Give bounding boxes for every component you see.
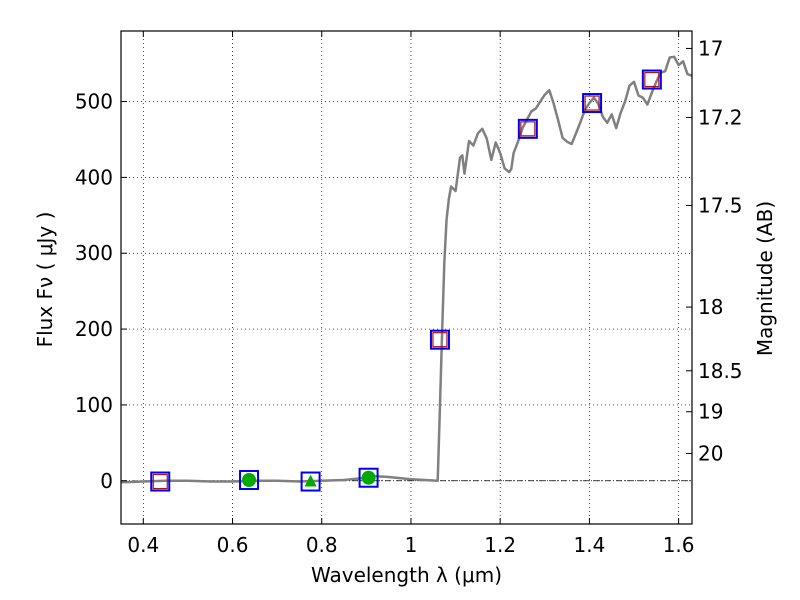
- x-tick-label: 0.8: [306, 533, 338, 557]
- model-photometry-point: [152, 473, 168, 490]
- model-photometry-point: [584, 95, 600, 111]
- observed-band-marker: [429, 329, 450, 350]
- x-axis-label: Wavelength λ (μm): [311, 563, 502, 587]
- x-tick-label: 1: [405, 533, 418, 557]
- y2-tick-label: 19: [698, 400, 723, 424]
- x-tick-label: 0.6: [217, 533, 249, 557]
- x-tick-label: 1.6: [663, 533, 695, 557]
- y2-tick-label: 17: [698, 36, 723, 60]
- model-photometry-point: [432, 332, 448, 348]
- grid: [121, 31, 692, 524]
- observed-band-marker: [150, 471, 171, 492]
- observed-band-marker: [641, 69, 662, 90]
- y2-tick-label: 17.5: [698, 193, 743, 217]
- plot-frame: [120, 30, 693, 525]
- x-tick-label: 0.4: [127, 533, 159, 557]
- y-tick-label: 100: [75, 393, 113, 417]
- y-tick-label: 0: [100, 469, 113, 493]
- y-tick-label: 400: [75, 165, 113, 189]
- ticks: 0.4 0.6 0.8 1 1.2 1.4 1.6 0 100 200 300 400 500 17 17.…: [75, 31, 743, 557]
- observed-band-marker: [358, 467, 379, 488]
- y-axis-label: Flux Fν ( μJy ): [33, 212, 57, 348]
- model-spectrum-line: [120, 55, 693, 484]
- observed-band-marker: [517, 118, 538, 139]
- y2-axis-label: Magnitude (AB): [753, 201, 777, 356]
- model-photometry-point: [520, 121, 536, 137]
- upper-limit-point: [304, 474, 317, 487]
- y2-tick-label: 20: [698, 441, 723, 465]
- plot-data: [120, 55, 693, 492]
- detection-point: [242, 473, 257, 488]
- observed-band-marker: [300, 471, 321, 492]
- y2-tick-label: 18.5: [698, 359, 743, 383]
- observed-band-marker: [582, 93, 603, 114]
- y2-tick-label: 17.2: [698, 105, 743, 129]
- x-tick-label: 1.2: [484, 533, 516, 557]
- model-photometry-point: [644, 71, 660, 88]
- y2-tick-label: 18: [698, 295, 723, 319]
- x-tick-label: 1.4: [573, 533, 605, 557]
- observed-band-marker: [239, 470, 260, 491]
- y-tick-label: 200: [75, 317, 113, 341]
- y-tick-label: 500: [75, 90, 113, 114]
- y-tick-label: 300: [75, 241, 113, 265]
- detection-point: [361, 470, 376, 485]
